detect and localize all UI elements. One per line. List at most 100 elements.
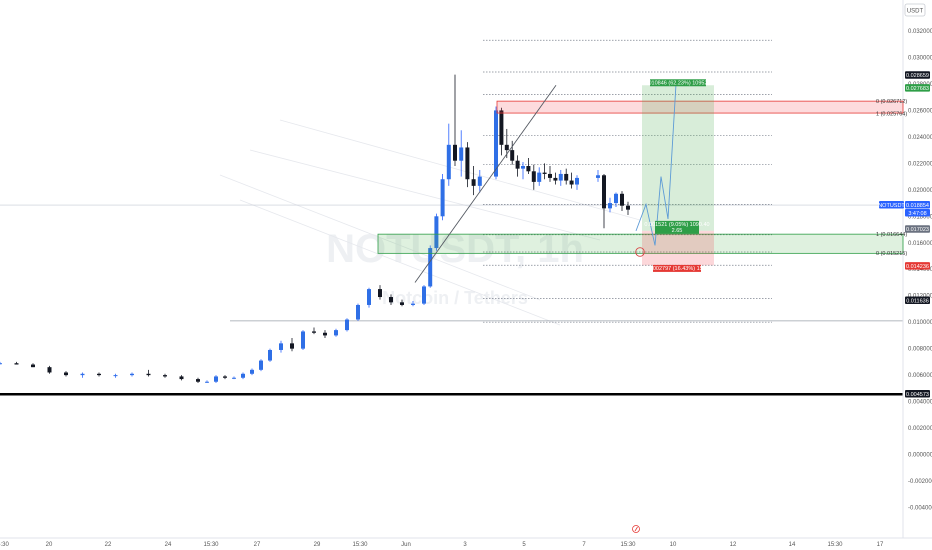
candle[interactable] (446, 123, 451, 186)
candle[interactable] (323, 330, 327, 339)
time-tick: 29 (314, 542, 321, 548)
candle[interactable] (334, 328, 338, 337)
candle[interactable] (521, 162, 525, 180)
candle[interactable] (97, 372, 101, 377)
candle[interactable] (434, 213, 439, 251)
time-tick: 14 (789, 542, 796, 548)
candle[interactable] (510, 140, 515, 165)
resistance-zone[interactable] (496, 100, 904, 114)
candle[interactable] (620, 191, 624, 211)
candle[interactable] (440, 173, 445, 221)
candle[interactable] (422, 285, 426, 305)
candle[interactable] (179, 375, 184, 381)
candle[interactable] (378, 285, 382, 300)
price-tick: 0.026000 (908, 108, 932, 114)
candle[interactable] (400, 299, 404, 307)
candle[interactable] (531, 164, 536, 190)
price-tick: 0.000000 (908, 453, 932, 459)
price-axis[interactable]: 0.0320000.0300000.0280000.0260000.024000… (908, 29, 932, 511)
candles[interactable] (0, 74, 630, 384)
candle[interactable] (80, 372, 85, 378)
candle[interactable] (268, 348, 272, 362)
candle[interactable] (130, 372, 134, 377)
price-tick: 0.020000 (908, 188, 932, 194)
candle[interactable] (564, 168, 569, 185)
fib-upper-label: 0 (0.026712) (876, 99, 907, 105)
candle[interactable] (232, 376, 236, 380)
candle[interactable] (47, 365, 52, 374)
candle[interactable] (301, 330, 305, 350)
price-tag-gray: 0.017023 (905, 225, 930, 233)
candle[interactable] (223, 375, 227, 380)
svg-text:0.004573: 0.004573 (906, 392, 929, 398)
trend-line[interactable] (414, 85, 557, 283)
candle[interactable] (453, 74, 457, 166)
candle[interactable] (626, 201, 630, 215)
candle[interactable] (504, 128, 509, 159)
candle[interactable] (575, 175, 579, 190)
candle[interactable] (389, 294, 393, 305)
candle[interactable] (367, 287, 371, 308)
candle[interactable] (345, 318, 349, 332)
candle[interactable] (31, 363, 35, 368)
fib-lines (483, 39, 772, 323)
candle[interactable] (494, 106, 498, 180)
event-icon[interactable] (632, 525, 640, 533)
long-stop-area[interactable] (642, 230, 714, 266)
currency-button[interactable]: USDT (904, 3, 926, 17)
candle[interactable] (312, 327, 316, 335)
price-tag-dark: 0.028659 (905, 71, 930, 79)
entry-marker[interactable] (635, 247, 645, 257)
candle[interactable] (64, 371, 68, 377)
time-tick: 12 (730, 542, 737, 548)
candle[interactable] (553, 172, 558, 185)
long-target-area[interactable] (642, 85, 714, 231)
ratio-text: 2.65 (672, 228, 683, 234)
candle[interactable] (477, 169, 482, 193)
support-zone[interactable] (377, 233, 904, 254)
candle[interactable] (241, 372, 245, 380)
time-tick: 15:30 (827, 542, 843, 548)
candle[interactable] (614, 192, 618, 208)
candle[interactable] (205, 380, 209, 384)
overlays[interactable]: 0.010846 (62.23%) 10952.8 0.001521 (9.05%… (377, 79, 907, 283)
candle[interactable] (542, 163, 547, 180)
candle[interactable] (290, 338, 294, 352)
time-tick: 6:30 (0, 542, 9, 548)
candle[interactable] (356, 303, 360, 321)
candle[interactable] (146, 369, 151, 377)
candle[interactable] (569, 172, 574, 189)
candle[interactable] (196, 377, 200, 384)
candle[interactable] (428, 245, 433, 288)
time-tick: 17 (877, 542, 884, 548)
candle[interactable] (279, 340, 283, 353)
time-axis[interactable]: 6:30 20 22 24 15:30 27 29 15:30 Jun 3 5 7 15:30 10 12 1… (0, 525, 884, 549)
candle[interactable] (259, 359, 263, 372)
candle[interactable] (515, 155, 520, 177)
candle[interactable] (471, 166, 476, 196)
channel-line (279, 119, 641, 221)
candle[interactable] (459, 130, 464, 177)
candle[interactable] (596, 169, 600, 182)
forecast-path[interactable] (635, 83, 677, 246)
target-label: 0.010846 (62.23%) 10952.8 (644, 79, 712, 87)
candle[interactable] (548, 166, 552, 182)
candle[interactable] (14, 361, 19, 365)
candle[interactable] (608, 197, 612, 213)
candle[interactable] (537, 167, 542, 186)
candle[interactable] (465, 142, 470, 188)
price-tag-dark: 0.004573 (905, 390, 930, 398)
candle[interactable] (250, 368, 254, 376)
candle[interactable] (499, 107, 504, 156)
candle[interactable] (163, 373, 167, 378)
candle[interactable] (602, 173, 606, 229)
candle[interactable] (0, 361, 2, 365)
candle[interactable] (411, 301, 415, 307)
candle[interactable] (558, 169, 563, 186)
candle[interactable] (113, 373, 118, 378)
candle[interactable] (526, 158, 531, 174)
candle[interactable] (214, 375, 218, 384)
price-tick: 0.002000 (908, 426, 932, 432)
time-tick: 22 (105, 542, 112, 548)
